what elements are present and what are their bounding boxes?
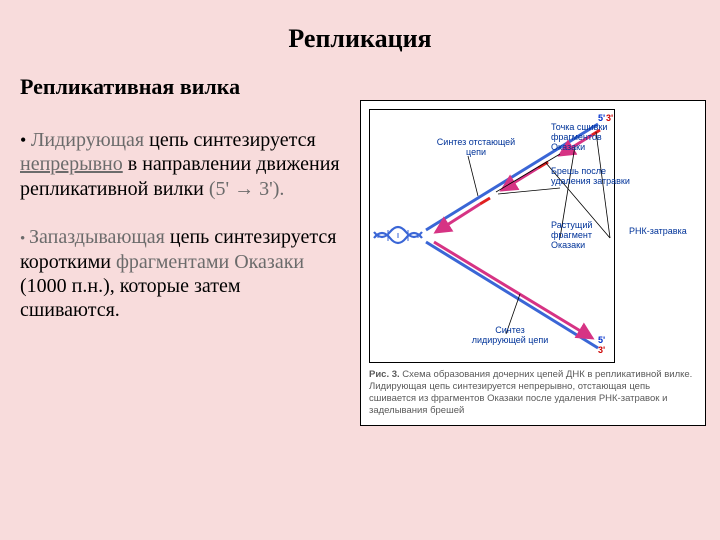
bullet-dot-icon: • bbox=[20, 231, 29, 247]
label-rna-primer: РНК-затравка bbox=[629, 227, 699, 237]
leading-daughter-strand bbox=[434, 242, 592, 338]
bullet2-emph: фрагментами Оказаки bbox=[116, 251, 304, 273]
bullet1-formula: (5' → 3'). bbox=[209, 178, 285, 200]
label-okazaki-join: Точка сшивки фрагментов Оказаки bbox=[551, 123, 621, 153]
figure-caption-rest: Схема образования дочерних цепей ДНК в р… bbox=[369, 369, 692, 416]
bullet1-underlined: непрерывно bbox=[20, 153, 123, 175]
figure-caption: Рис. 3. Схема образования дочерних цепей… bbox=[369, 369, 697, 417]
bullet1-lead: Лидирующая bbox=[31, 129, 144, 151]
label-leading-synth: Синтез лидирующей цепи bbox=[470, 326, 550, 346]
label-lagging-synth: Синтез отстающей цепи bbox=[436, 138, 516, 158]
bullet2-lead: Запаздывающая bbox=[29, 226, 165, 248]
figure-panel: 5' 3' 5' 3' Синтез отстающей цепи Синтез… bbox=[360, 100, 706, 426]
label-bot-3prime: 3' bbox=[598, 346, 605, 356]
label-gap-after-primer: Брешь после удаления затравки bbox=[551, 167, 631, 187]
label-growing-okazaki: Растущий фрагмент Оказаки bbox=[551, 221, 621, 251]
figure-caption-bold: Рис. 3. bbox=[369, 369, 400, 380]
bullet-dot-icon: • bbox=[20, 130, 31, 150]
bullet2-tail: (1000 п.н.), которые затем сшиваются. bbox=[20, 275, 241, 321]
double-helix-icon bbox=[374, 227, 422, 243]
page-title: Репликация bbox=[0, 0, 720, 74]
bullet1-mid: цепь синтезируется bbox=[144, 129, 316, 151]
